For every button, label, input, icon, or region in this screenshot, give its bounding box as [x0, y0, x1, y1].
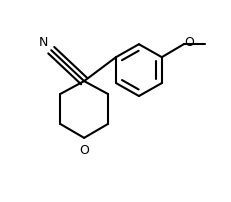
Text: N: N — [38, 36, 48, 49]
Text: O: O — [79, 144, 89, 157]
Text: O: O — [184, 36, 194, 48]
